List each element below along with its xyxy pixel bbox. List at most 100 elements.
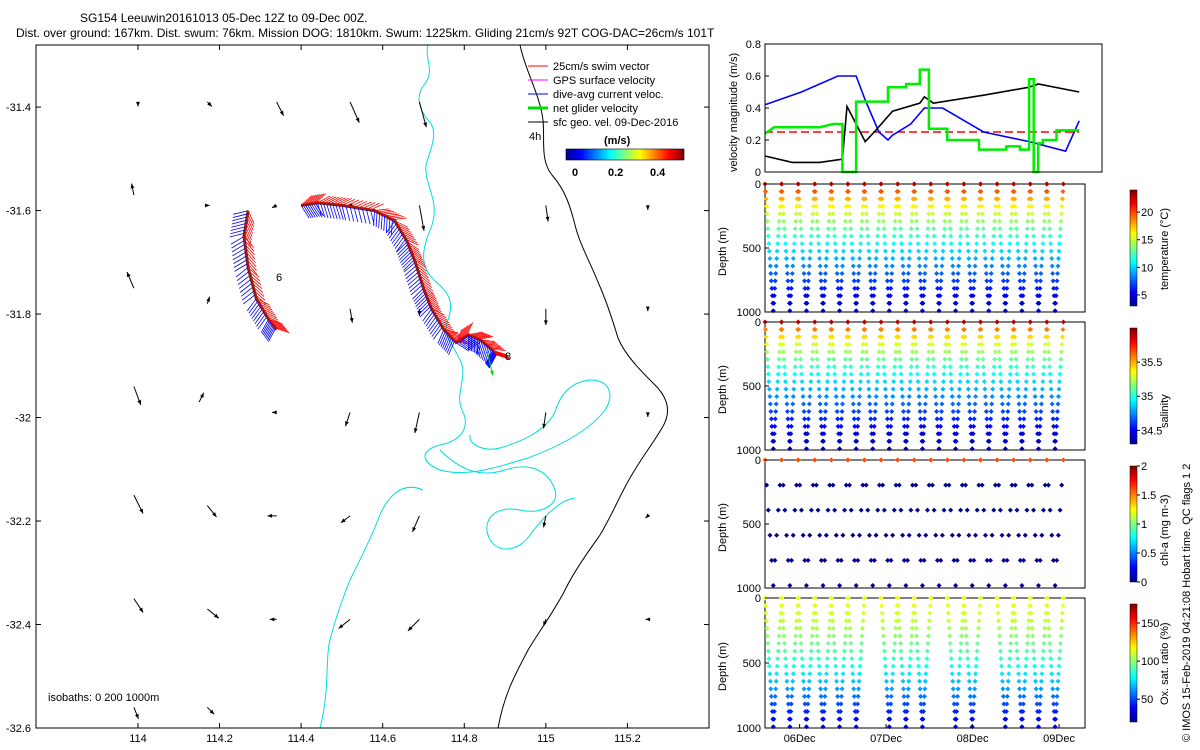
west-track-swim-vector bbox=[244, 243, 255, 256]
profile-point-chla bbox=[973, 532, 979, 538]
profile-point-temperature bbox=[1055, 270, 1061, 276]
geo-velocity-arrow-head bbox=[645, 205, 650, 211]
profile-point-salinity bbox=[1026, 341, 1032, 347]
profile-point-temperature bbox=[950, 270, 956, 276]
profile-point-salinity bbox=[1028, 334, 1034, 340]
profile-point-temperature bbox=[1022, 263, 1028, 269]
profile-colorbar-label-salinity: salinity bbox=[1159, 394, 1171, 428]
profile-colorbar-tick-label: 15 bbox=[1141, 235, 1153, 247]
profile-point-temperature bbox=[793, 218, 799, 224]
profile-point-salinity bbox=[908, 371, 914, 377]
west-track-dive-vector bbox=[231, 239, 245, 249]
profile-point-temperature bbox=[938, 278, 944, 284]
main-track-swim-vector bbox=[415, 262, 427, 272]
profile-point-chla bbox=[828, 457, 834, 463]
profile-point-temperature bbox=[776, 226, 782, 232]
profile-point-oxygen bbox=[790, 678, 796, 684]
profile-point-oxygen bbox=[891, 656, 897, 662]
west-track-dive-vector bbox=[236, 271, 250, 282]
profile-point-salinity bbox=[777, 349, 783, 355]
profile-point-temperature bbox=[1000, 270, 1006, 276]
profile-point-temperature bbox=[1029, 211, 1035, 217]
profile-point-salinity bbox=[984, 423, 990, 429]
profile-point-chla bbox=[989, 532, 995, 538]
profile-point-temperature bbox=[1027, 181, 1033, 187]
profile-point-salinity bbox=[821, 438, 827, 444]
profile-point-chla bbox=[777, 482, 783, 488]
profile-point-temperature bbox=[768, 278, 774, 284]
profile-point-oxygen bbox=[977, 610, 983, 616]
west-track-dive-vector bbox=[246, 298, 257, 312]
profile-point-temperature bbox=[915, 233, 921, 239]
profile-point-temperature bbox=[954, 285, 960, 291]
profile-point-temperature bbox=[791, 248, 797, 254]
main-track-dive-vector bbox=[323, 203, 329, 219]
profile-point-oxygen bbox=[971, 701, 977, 707]
main-track-swim-vector bbox=[448, 334, 463, 339]
profile-point-temperature bbox=[958, 233, 964, 239]
profile-point-temperature bbox=[851, 278, 857, 284]
profile-point-salinity bbox=[1036, 431, 1042, 437]
profile-point-salinity bbox=[856, 401, 862, 407]
profile-point-salinity bbox=[967, 408, 973, 414]
profile-point-oxygen bbox=[906, 678, 912, 684]
west-track-swim-vector bbox=[273, 325, 288, 331]
profile-point-temperature bbox=[1045, 203, 1051, 209]
profile-point-oxygen bbox=[849, 656, 855, 662]
profile-point-oxygen bbox=[922, 686, 928, 692]
main-track-dive-vector bbox=[365, 209, 371, 225]
profile-point-chla bbox=[1040, 507, 1046, 513]
isobath-200m bbox=[418, 44, 611, 474]
profile-point-temperature bbox=[947, 226, 953, 232]
main-track-swim-vector bbox=[335, 197, 349, 206]
profile-point-temperature bbox=[808, 233, 814, 239]
profile-point-chla bbox=[838, 557, 844, 563]
profile-point-oxygen bbox=[896, 618, 902, 624]
profile-point-temperature bbox=[824, 248, 830, 254]
profile-point-chla bbox=[1001, 557, 1007, 563]
profile-point-temperature bbox=[989, 256, 995, 262]
profile-point-salinity bbox=[1007, 379, 1013, 385]
profile-point-salinity bbox=[775, 379, 781, 385]
title-line-2: Dist. over ground: 167km. Dist. swum: 76… bbox=[16, 26, 715, 40]
profile-point-oxygen bbox=[956, 671, 962, 677]
profile-point-temperature bbox=[940, 248, 946, 254]
map-content bbox=[126, 44, 669, 729]
main-track-dive-vector bbox=[417, 300, 429, 313]
main-track-swim-vector bbox=[493, 350, 508, 356]
profile-point-salinity bbox=[797, 349, 803, 355]
profile-point-salinity bbox=[997, 356, 1003, 362]
profile-point-salinity bbox=[866, 394, 872, 400]
main-track-dive-vector bbox=[300, 205, 310, 219]
profile-point-oxygen bbox=[808, 656, 814, 662]
profile-point-temperature bbox=[953, 308, 959, 314]
profile-point-temperature bbox=[958, 218, 964, 224]
profile-point-temperature bbox=[1060, 188, 1066, 194]
profile-point-oxygen bbox=[898, 648, 904, 654]
profile-point-oxygen bbox=[950, 686, 956, 692]
profile-point-temperature bbox=[887, 293, 893, 299]
map-ytick-label: -32.2 bbox=[6, 516, 31, 528]
profile-point-salinity bbox=[784, 401, 790, 407]
profile-point-oxygen bbox=[804, 716, 810, 722]
profile-point-temperature bbox=[1007, 241, 1013, 247]
profile-point-temperature bbox=[821, 293, 827, 299]
profile-point-temperature bbox=[773, 270, 779, 276]
profile-point-salinity bbox=[935, 423, 941, 429]
geo-velocity-arrow-head bbox=[272, 410, 277, 415]
profile-point-temperature bbox=[903, 308, 909, 314]
profile-point-chla bbox=[888, 557, 894, 563]
profile-point-temperature bbox=[797, 203, 803, 209]
profile-point-chla bbox=[900, 532, 906, 538]
profile-point-temperature bbox=[953, 300, 959, 306]
profile-point-oxygen bbox=[848, 648, 854, 654]
profile-point-temperature bbox=[822, 278, 828, 284]
map-ticks: 114 114.2 114.4 114.6 114.8 115 115.2-31.4-31.… bbox=[6, 45, 709, 745]
main-track-swim-vector bbox=[309, 194, 321, 205]
profile-point-salinity bbox=[931, 371, 937, 377]
profile-point-temperature bbox=[812, 181, 818, 187]
profile-point-chla bbox=[931, 507, 937, 513]
profile-point-temperature bbox=[901, 285, 907, 291]
main-track-swim-vector bbox=[494, 352, 509, 358]
profile-point-chla bbox=[873, 532, 879, 538]
